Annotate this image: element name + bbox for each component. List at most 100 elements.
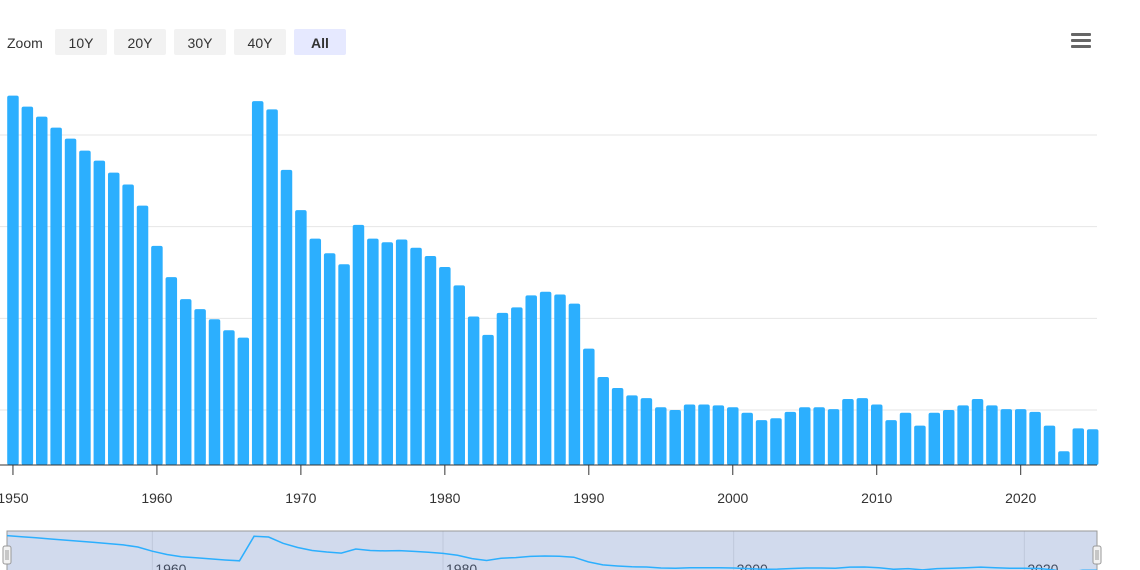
bar [986,405,998,465]
bar [597,377,609,465]
x-tick-label: 2010 [861,490,892,506]
bar [928,412,941,465]
bar [208,319,221,465]
bar [64,138,77,465]
bar [626,395,638,465]
bar [179,299,192,465]
menu-button[interactable] [1070,30,1092,50]
bar [410,247,422,465]
bar [1000,409,1013,465]
bar [381,242,394,465]
bar [151,245,163,465]
bar [611,388,624,465]
bar [899,412,912,465]
bar [136,205,149,466]
bar [79,150,91,466]
bar [453,285,465,465]
bar [1058,451,1070,465]
bar [755,420,768,465]
bar [784,411,797,465]
zoom-button-label[interactable]: 30Y [188,35,214,51]
bar [280,169,293,466]
zoom-button-label[interactable]: All [311,35,329,51]
bar [885,420,897,465]
bar [511,307,523,465]
bar [583,348,595,465]
bar [50,127,62,466]
zoom-button[interactable] [234,29,286,55]
bar [439,267,451,465]
bar [539,291,552,465]
bar [842,399,854,465]
bar [971,399,984,465]
bar [194,309,206,465]
bar [237,337,250,465]
bar [367,238,379,465]
bar [683,404,696,465]
bar [856,398,869,465]
zoom-label: Zoom [7,35,43,51]
bar [914,425,926,465]
bar [309,238,322,465]
bar [251,101,264,465]
zoom-button[interactable] [174,29,226,55]
bar [655,407,667,465]
zoom-button-label[interactable]: 20Y [128,35,154,51]
x-tick-label: 1990 [573,490,604,506]
bar [957,405,969,465]
bar [482,334,494,465]
zoom-button-label[interactable]: 10Y [69,35,95,51]
bar [467,316,480,465]
bar [669,410,681,465]
bar [323,253,336,465]
navigator-tick-label: 1960 [155,561,186,570]
bar [870,404,883,465]
bar [942,410,955,465]
bar [424,256,437,465]
bar [1086,429,1099,465]
navigator-handle[interactable] [2,545,12,565]
bar [7,95,19,465]
bar [827,409,840,465]
x-tick-label: 1970 [285,490,316,506]
bar [21,106,34,465]
bar [352,224,365,465]
bar [727,407,739,465]
zoom-button-label[interactable]: 40Y [248,35,274,51]
bar [712,405,725,465]
navigator-mask [6,530,1098,570]
bar [799,407,811,465]
navigator-series [6,534,1098,570]
bar [395,239,408,465]
bar [165,277,178,465]
bar [554,294,566,465]
bar [568,303,581,465]
bar [640,398,653,465]
bar [223,330,235,465]
x-tick-label: 1980 [429,490,460,506]
navigator-handle[interactable] [1092,545,1102,565]
zoom-button[interactable] [114,29,166,55]
navigator-tick-label: 2020 [1027,561,1058,570]
bar [525,295,537,465]
navigator-tick-label: 1980 [446,561,477,570]
bar [770,418,782,465]
x-tick-label: 2000 [717,490,748,506]
x-tick-label: 1950 [0,490,29,506]
x-tick-label: 1960 [141,490,172,506]
bar [1014,409,1027,465]
navigator-tick-label: 2000 [737,561,768,570]
bar [35,116,48,466]
bar [93,160,106,465]
bar [266,109,278,465]
zoom-button[interactable] [55,29,107,55]
zoom-button[interactable] [294,29,346,55]
bar [1043,425,1056,465]
bar [741,412,753,465]
x-tick-label: 2020 [1005,490,1036,506]
bar [1072,428,1085,465]
bar [122,184,134,465]
bar [698,404,710,465]
bar [496,312,509,465]
